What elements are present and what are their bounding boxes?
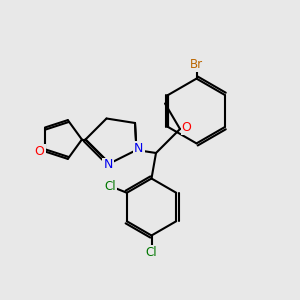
Text: O: O [182,121,191,134]
Text: Cl: Cl [105,180,116,193]
Text: Br: Br [190,58,203,71]
Text: N: N [134,142,144,155]
Text: O: O [35,145,44,158]
Text: Cl: Cl [146,246,157,259]
Text: N: N [103,158,113,172]
